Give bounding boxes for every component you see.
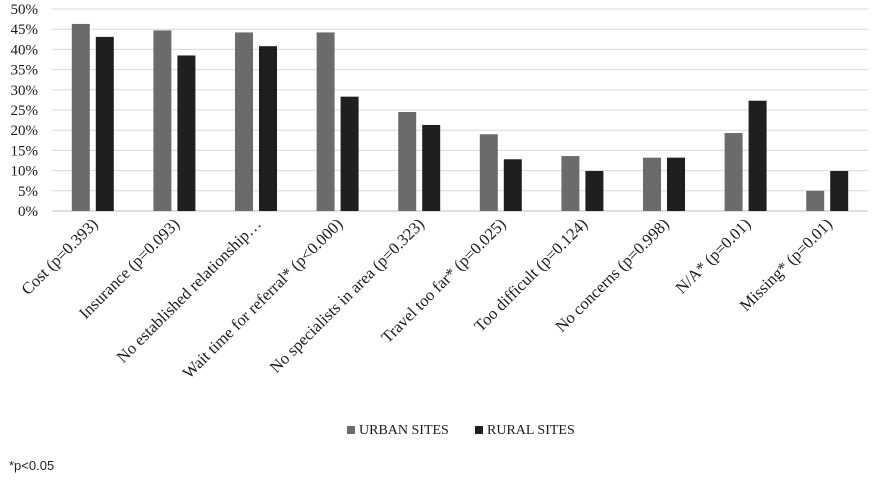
bar-urban xyxy=(235,32,253,211)
y-tick-label: 20% xyxy=(11,123,39,139)
bar-rural xyxy=(503,159,522,211)
y-tick-label: 5% xyxy=(18,184,38,200)
y-tick-label: 15% xyxy=(11,143,39,159)
y-tick-label: 45% xyxy=(11,22,39,38)
bar-rural xyxy=(259,46,277,211)
bar-rural xyxy=(340,96,359,211)
bar-urban xyxy=(561,156,580,211)
legend-label-urban: URBAN SITES xyxy=(359,423,449,438)
bar-urban xyxy=(724,133,743,211)
bar-urban xyxy=(398,112,417,211)
y-tick-label: 35% xyxy=(11,63,39,79)
bar-rural xyxy=(95,36,114,211)
x-tick-label: No specialists in area (p=0.323) xyxy=(266,214,428,376)
bar-rural xyxy=(667,157,685,211)
bar-urban xyxy=(806,190,825,211)
legend-swatch-rural xyxy=(475,426,483,434)
x-tick-label: Cost (p=0.393) xyxy=(17,214,101,298)
y-tick-label: 0% xyxy=(18,204,38,220)
y-tick-label: 10% xyxy=(11,164,39,180)
bar-urban xyxy=(153,30,172,211)
legend-swatch-urban xyxy=(347,426,355,434)
bar-urban xyxy=(316,32,335,211)
bar-rural xyxy=(585,171,604,211)
bar-urban xyxy=(479,134,498,211)
bar-rural xyxy=(748,100,767,211)
y-tick-label: 50% xyxy=(11,2,39,18)
footnote: *p<0.05 xyxy=(9,458,55,473)
y-tick-label: 30% xyxy=(11,83,39,99)
bar-rural xyxy=(177,55,196,212)
x-tick-label: No established relationship… xyxy=(113,214,265,366)
bar-urban xyxy=(71,23,90,212)
x-tick-label: N/A* (p=0.01) xyxy=(672,214,755,297)
bar-urban xyxy=(643,157,661,211)
y-tick-label: 25% xyxy=(11,103,39,119)
y-tick-label: 40% xyxy=(11,42,39,58)
legend-label-rural: RURAL SITES xyxy=(487,423,575,438)
bar-rural xyxy=(422,124,441,211)
x-tick-label: Wait time for referral* (p<0.000) xyxy=(179,214,347,382)
bar-rural xyxy=(830,171,849,211)
